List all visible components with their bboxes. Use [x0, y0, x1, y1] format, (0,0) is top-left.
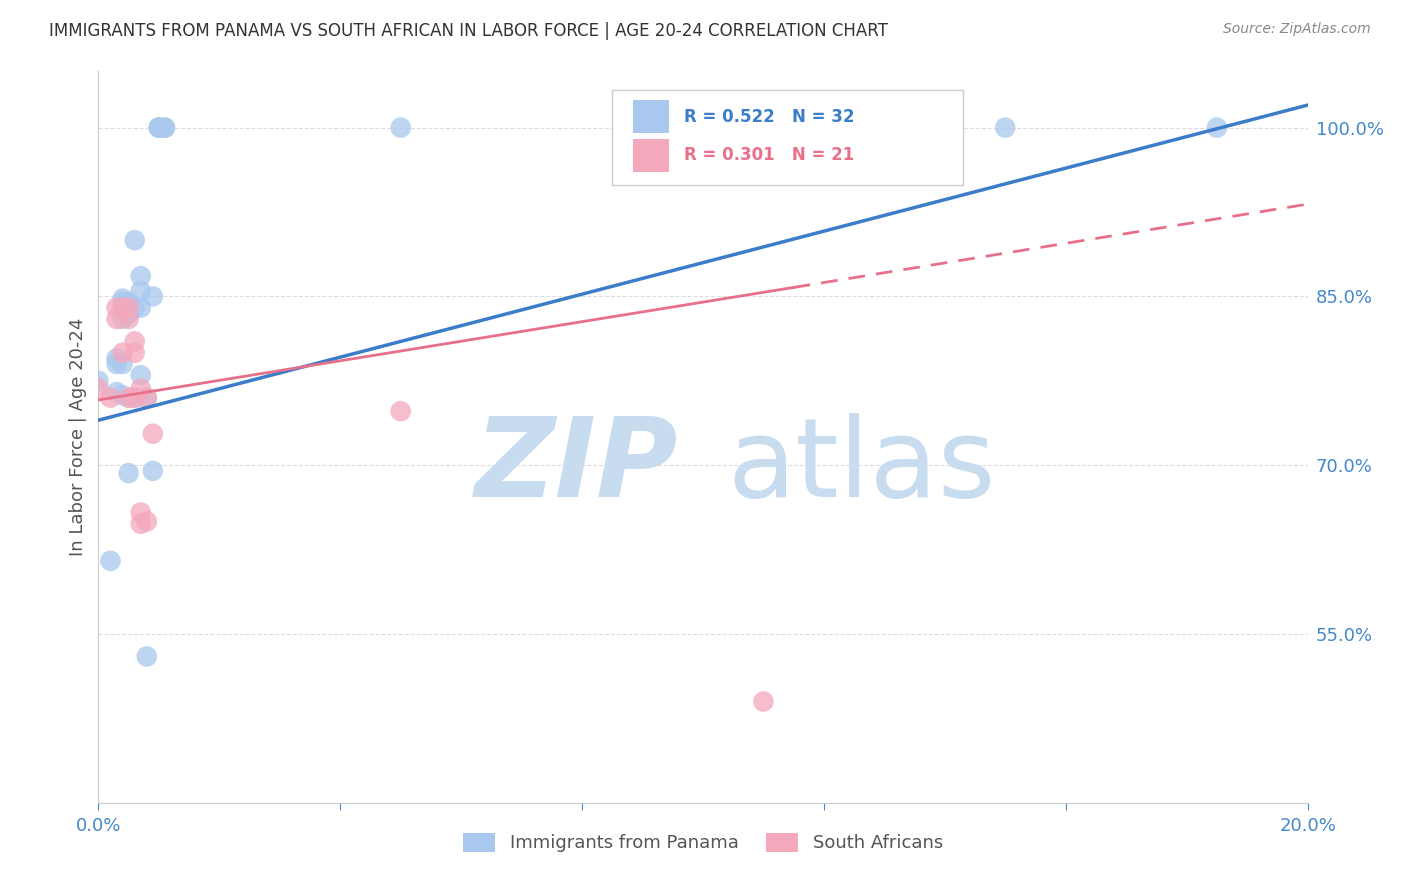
Point: [105, 312, 128, 326]
Point: [692, 120, 714, 135]
Point: [129, 368, 152, 383]
Point: [87, 374, 110, 388]
Point: [124, 391, 146, 405]
FancyBboxPatch shape: [633, 100, 669, 133]
Point: [124, 334, 146, 349]
Point: [118, 306, 141, 320]
Point: [142, 464, 165, 478]
Point: [118, 295, 141, 310]
Point: [389, 404, 412, 418]
Point: [129, 382, 152, 396]
Point: [129, 269, 152, 284]
Point: [142, 426, 165, 441]
Point: [111, 292, 134, 306]
Point: [111, 295, 134, 310]
Point: [118, 312, 141, 326]
Point: [135, 649, 157, 664]
Point: [118, 391, 141, 405]
Point: [124, 391, 146, 405]
Point: [100, 554, 122, 568]
Point: [135, 391, 157, 405]
Point: [135, 391, 157, 405]
Text: atlas: atlas: [727, 413, 995, 520]
Point: [111, 301, 134, 315]
Point: [153, 120, 176, 135]
Point: [118, 306, 141, 320]
Point: [118, 466, 141, 480]
Point: [129, 301, 152, 315]
Point: [124, 233, 146, 247]
Point: [105, 357, 128, 371]
Point: [148, 120, 170, 135]
Point: [87, 382, 110, 396]
Point: [752, 694, 775, 708]
Point: [148, 120, 170, 135]
Point: [135, 515, 157, 529]
Point: [105, 385, 128, 400]
Point: [100, 391, 122, 405]
Point: [118, 301, 141, 315]
Point: [389, 120, 412, 135]
Point: [105, 351, 128, 366]
Point: [111, 357, 134, 371]
Text: Source: ZipAtlas.com: Source: ZipAtlas.com: [1223, 22, 1371, 37]
Point: [111, 312, 134, 326]
Point: [111, 388, 134, 402]
Point: [129, 516, 152, 531]
Text: ZIP: ZIP: [475, 413, 679, 520]
Y-axis label: In Labor Force | Age 20-24: In Labor Force | Age 20-24: [69, 318, 87, 557]
Point: [129, 506, 152, 520]
Point: [153, 120, 176, 135]
Text: IMMIGRANTS FROM PANAMA VS SOUTH AFRICAN IN LABOR FORCE | AGE 20-24 CORRELATION C: IMMIGRANTS FROM PANAMA VS SOUTH AFRICAN …: [49, 22, 889, 40]
Point: [124, 345, 146, 359]
Point: [142, 289, 165, 303]
Legend: Immigrants from Panama, South Africans: Immigrants from Panama, South Africans: [456, 826, 950, 860]
Point: [118, 391, 141, 405]
Text: R = 0.522   N = 32: R = 0.522 N = 32: [683, 108, 855, 126]
Text: R = 0.301   N = 21: R = 0.301 N = 21: [683, 146, 853, 164]
Point: [111, 345, 134, 359]
FancyBboxPatch shape: [613, 90, 963, 185]
FancyBboxPatch shape: [633, 139, 669, 172]
Point: [148, 120, 170, 135]
Point: [994, 120, 1017, 135]
Point: [1206, 120, 1229, 135]
Point: [105, 301, 128, 315]
Point: [129, 284, 152, 298]
Point: [124, 301, 146, 315]
